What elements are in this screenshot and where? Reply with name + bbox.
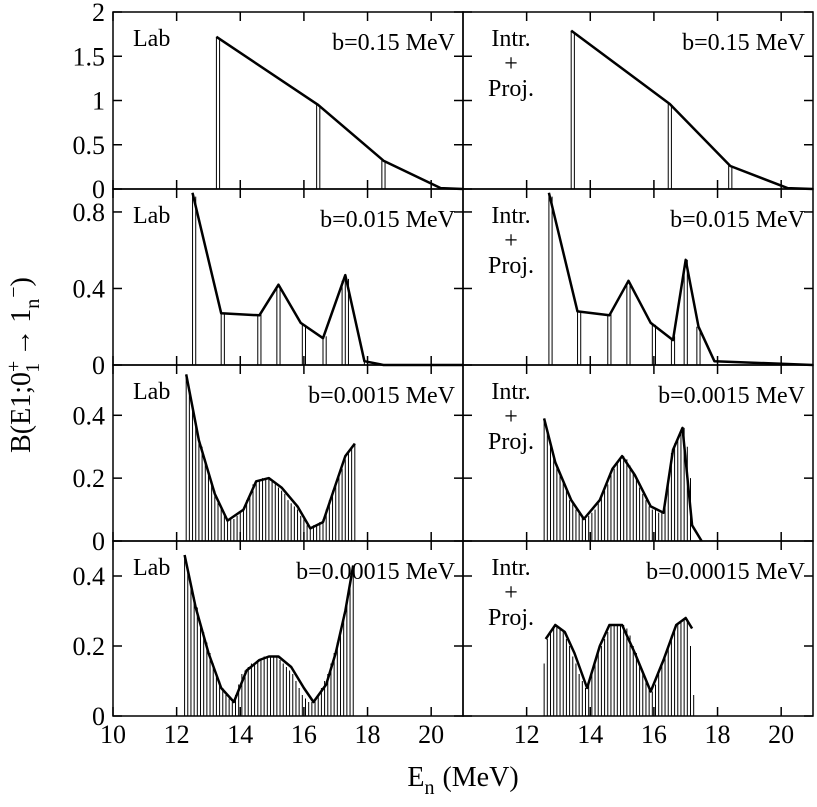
panel-annotation: b=0.00015 MeV — [296, 559, 456, 585]
panel-label-line: + — [504, 404, 518, 430]
panel-annotation: b=0.15 MeV — [682, 30, 806, 56]
panel-label-line: Lab — [133, 379, 170, 405]
panel-lab-b-0.15: 0 0.5 1 1.5 2 Lab b=0.15 MeV — [73, 0, 464, 204]
x-tick-label: 14 — [577, 720, 603, 749]
panel-label: Lab — [133, 379, 170, 405]
panel-annotation: b=0.015 MeV — [670, 207, 806, 233]
x-tick-label: 10 — [100, 720, 126, 749]
panel-label-line: Intr. — [491, 203, 530, 229]
y-label-main: B(E1;0 — [6, 372, 37, 453]
y-label-sup2: − — [3, 286, 25, 297]
x-axis-label: En (MeV) — [407, 762, 518, 799]
panel-label-line: Lab — [133, 203, 170, 229]
panel-label-line: Proj. — [488, 429, 534, 455]
x-tick-label: 12 — [164, 720, 190, 749]
y-label-arrow: → — [6, 329, 37, 357]
y-label-sub1: 1 — [22, 363, 44, 373]
series-line — [183, 554, 355, 704]
x-label-main: E — [407, 762, 424, 793]
x-tick-label: 16 — [291, 720, 317, 749]
y-tick-label: 0 — [92, 175, 105, 204]
panel-intr-proj-b-0.015: Intr. + Proj. b=0.015 MeV — [462, 188, 814, 367]
panel-lab-b-0.0015: 0 0.2 0.4 Lab b=0.0015 MeV — [73, 364, 464, 556]
x-tick-label: 12 — [514, 720, 540, 749]
panel-label-line: + — [504, 580, 518, 606]
x-tick-label: 18 — [355, 720, 381, 749]
y-tick-label: 1 — [92, 87, 105, 116]
y-tick-label: 0.4 — [73, 562, 106, 591]
panel-label: Intr. + Proj. — [488, 26, 534, 102]
series-line — [184, 374, 356, 530]
y-label-one: 1 — [6, 309, 37, 323]
y-label-close: ) — [6, 277, 37, 286]
x-label-sub: n — [424, 777, 434, 799]
y-tick-label: 2 — [92, 0, 105, 27]
panel-label: Lab — [133, 203, 170, 229]
panel-lab-b-0.015: 0 0.4 0.8 Lab b=0.015 MeV — [73, 188, 464, 380]
y-tick-label: 0.4 — [73, 401, 106, 430]
x-tick-label: 16 — [641, 720, 667, 749]
panel-annotation: b=0.15 MeV — [332, 30, 456, 56]
panel-intr-proj-b-0.00015: 12 14 16 18 20 Intr. + Proj. b=0.00015 MeV — [462, 540, 814, 749]
x-tick-label: 20 — [418, 720, 444, 749]
y-tick-label: 0.5 — [73, 131, 106, 160]
x-tick-label: 18 — [705, 720, 731, 749]
x-label-unit: (MeV) — [442, 762, 518, 793]
y-tick-label: 0 — [92, 351, 105, 380]
y-tick-label: 0 — [92, 702, 105, 731]
panel-intr-proj-b-0.15: Intr. + Proj. b=0.15 MeV — [462, 11, 814, 191]
y-tick-label: 0.2 — [73, 464, 106, 493]
panel-label-line: Proj. — [488, 76, 534, 102]
y-tick-label: 0 — [92, 527, 105, 556]
panel-label: Intr. + Proj. — [488, 379, 534, 455]
panel-label: Lab — [133, 555, 170, 581]
x-tick-label: 14 — [227, 720, 253, 749]
x-tick-label: 20 — [768, 720, 794, 749]
series-line — [544, 616, 694, 693]
panel-annotation: b=0.00015 MeV — [646, 559, 806, 585]
panel-label-line: Intr. — [491, 379, 530, 405]
series-line — [215, 35, 464, 191]
panel-label: Intr. + Proj. — [488, 203, 534, 279]
panel-label: Intr. + Proj. — [488, 555, 534, 631]
y-axis-label: B(E1;0+1→1n−) — [3, 277, 44, 453]
panel-annotation: b=0.0015 MeV — [658, 383, 806, 409]
panel-label-line: Intr. — [491, 26, 530, 52]
series-line — [191, 192, 463, 367]
panel-intr-proj-b-0.0015: Intr. + Proj. b=0.0015 MeV — [462, 364, 814, 542]
y-tick-label: 0.2 — [73, 632, 106, 661]
y-label-sup1: + — [3, 361, 25, 372]
series-line — [542, 418, 703, 542]
panel-label-line: Proj. — [488, 605, 534, 631]
y-tick-label: 0.8 — [73, 198, 106, 227]
panel-label-line: Lab — [133, 555, 170, 581]
panel-label-line: Proj. — [488, 253, 534, 279]
panel-lab-b-0.00015: 0 0.2 0.4 10 12 14 16 18 20 Lab b=0.00015 MeV — [73, 540, 464, 749]
panel-label-line: Intr. — [491, 555, 530, 581]
panel-annotation: b=0.0015 MeV — [308, 383, 456, 409]
series-line — [547, 192, 814, 367]
y-tick-label: 0.4 — [73, 274, 106, 303]
y-label-sub2: n — [22, 299, 44, 309]
panel-annotation: b=0.015 MeV — [320, 207, 456, 233]
y-tick-label: 1.5 — [73, 42, 106, 71]
panel-label-line: + — [504, 51, 518, 77]
panel-label-line: + — [504, 228, 518, 254]
panel-label-line: Lab — [133, 26, 170, 52]
panel-label: Lab — [133, 26, 170, 52]
panel-frame — [462, 540, 814, 717]
